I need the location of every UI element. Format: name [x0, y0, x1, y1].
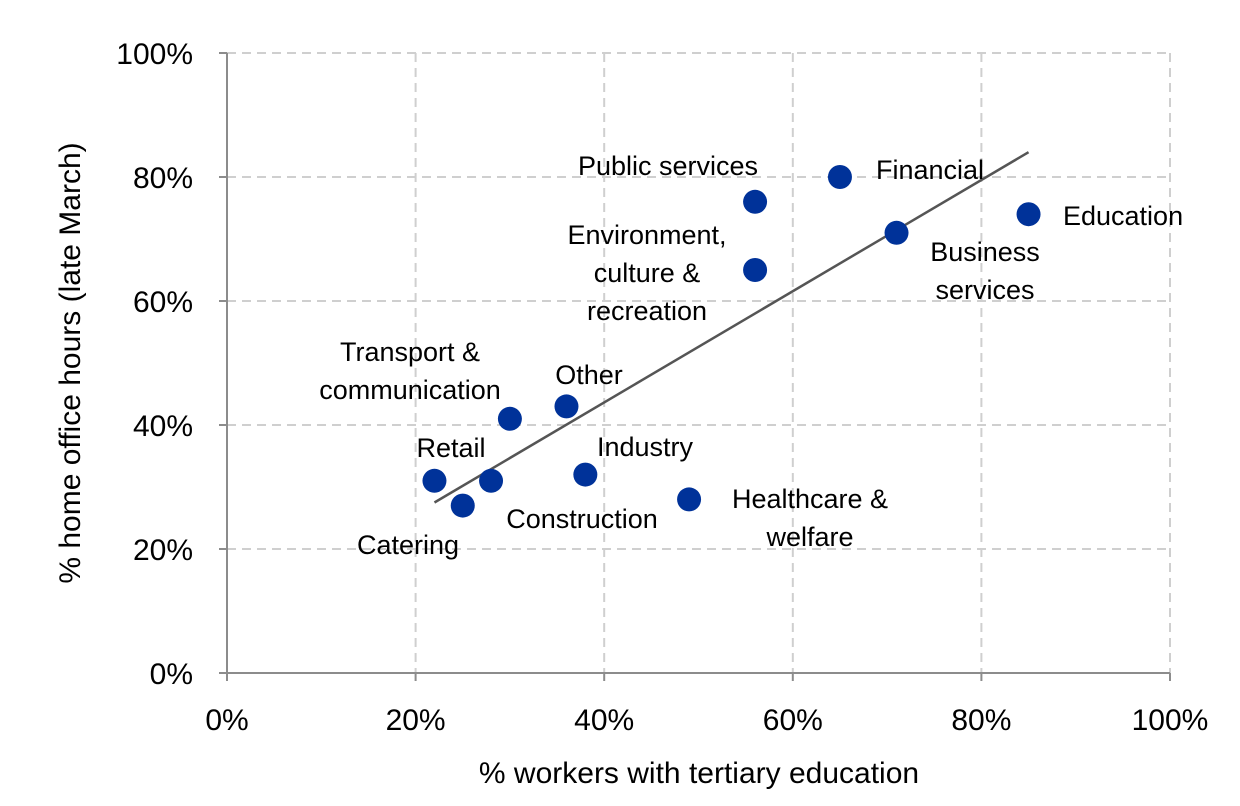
point-label: Healthcare & welfare — [732, 484, 888, 552]
grid-lines — [227, 52, 1171, 673]
point-label: Retail — [416, 433, 485, 463]
data-point — [1016, 202, 1041, 227]
point-label: Transport & communication — [319, 337, 501, 405]
x-tick-label: 40% — [574, 704, 634, 737]
x-tick-label: 80% — [951, 704, 1011, 737]
point-label: Construction — [506, 504, 658, 534]
point-label: Public services — [578, 151, 758, 181]
point-labels: Public services Financial Education Busines… — [319, 151, 1183, 560]
data-point — [422, 468, 447, 493]
x-tick-label: 20% — [386, 704, 446, 737]
point-label: Financial — [876, 155, 984, 185]
y-tick-label: 40% — [133, 410, 193, 443]
data-point — [450, 493, 475, 518]
point-label: Business services — [930, 237, 1040, 305]
data-point — [573, 462, 598, 487]
x-axis-title: % workers with tertiary education — [479, 757, 919, 790]
data-point — [743, 258, 768, 282]
axes — [219, 52, 1171, 681]
y-tick-label: 80% — [133, 162, 193, 195]
y-tick-labels: 0% 20% 40% 60% 80% 100% — [116, 38, 193, 691]
y-tick-label: 60% — [133, 286, 193, 319]
data-point — [497, 406, 522, 431]
data-point — [827, 165, 852, 189]
x-tick-labels: 0% 20% 40% 60% 80% 100% — [205, 704, 1208, 737]
data-point — [743, 189, 768, 214]
point-label: Other — [555, 360, 623, 390]
data-points — [422, 165, 1041, 518]
x-tick-label: 0% — [205, 704, 248, 737]
x-tick-label: 100% — [1132, 704, 1209, 737]
data-point — [884, 220, 909, 245]
trend-line-group — [433, 151, 1030, 504]
point-label: Environment, culture & recreation — [567, 220, 726, 326]
y-tick-label: 0% — [150, 658, 193, 691]
data-point — [677, 487, 702, 512]
data-point — [554, 394, 579, 419]
y-axis-title: % home office hours (late March) — [54, 142, 87, 583]
point-label: Catering — [357, 530, 459, 560]
x-tick-label: 60% — [763, 704, 823, 737]
point-label: Education — [1063, 201, 1183, 231]
y-tick-label: 100% — [116, 38, 193, 71]
point-label: Industry — [597, 432, 694, 462]
data-point — [479, 468, 504, 493]
trend-line — [433, 151, 1030, 504]
y-tick-label: 20% — [133, 534, 193, 567]
